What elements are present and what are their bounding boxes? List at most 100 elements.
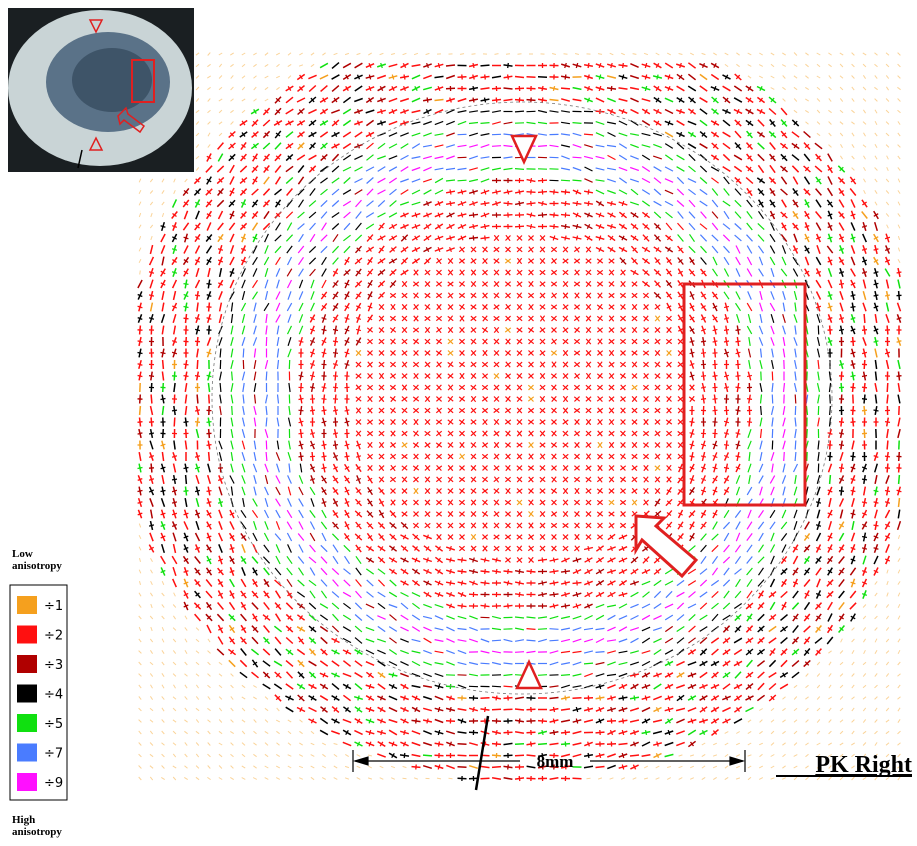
vector xyxy=(194,245,201,254)
vector xyxy=(598,85,602,92)
vector xyxy=(631,499,638,506)
vector xyxy=(368,97,372,103)
vector xyxy=(643,418,649,426)
vector xyxy=(379,546,384,551)
vector xyxy=(598,546,602,551)
vector xyxy=(850,328,856,332)
vector xyxy=(332,409,339,412)
vector xyxy=(264,63,269,68)
vector xyxy=(391,74,395,80)
vector xyxy=(782,382,786,393)
vector xyxy=(424,522,431,529)
vector xyxy=(528,384,534,391)
vector xyxy=(747,509,752,519)
vector xyxy=(414,580,418,586)
vector xyxy=(873,569,879,574)
vector xyxy=(308,245,317,254)
vector xyxy=(194,546,201,551)
vector xyxy=(758,201,764,206)
vector xyxy=(572,132,582,137)
vector xyxy=(677,234,684,242)
vector xyxy=(735,329,741,331)
vector xyxy=(562,281,569,287)
vector xyxy=(781,199,787,208)
vector xyxy=(149,224,154,229)
vector xyxy=(286,245,293,254)
vector xyxy=(252,155,258,160)
vector xyxy=(241,279,246,289)
vector xyxy=(573,396,581,402)
vector xyxy=(678,477,683,482)
vector xyxy=(829,405,831,416)
vector xyxy=(839,509,844,519)
vector xyxy=(722,85,731,92)
vector xyxy=(723,351,730,355)
vector xyxy=(850,316,856,321)
vector xyxy=(423,189,432,195)
vector xyxy=(183,604,189,608)
vector xyxy=(572,166,582,172)
vector xyxy=(689,432,695,435)
vector xyxy=(551,373,557,379)
vector xyxy=(366,188,374,196)
vector xyxy=(641,189,651,195)
vector xyxy=(541,591,544,598)
vector xyxy=(551,396,557,402)
vector xyxy=(747,291,752,300)
vector xyxy=(378,396,385,402)
vector xyxy=(689,478,695,481)
vector xyxy=(676,176,685,185)
vector xyxy=(230,313,234,324)
vector xyxy=(804,236,810,240)
vector xyxy=(252,132,258,137)
vector xyxy=(897,417,901,427)
vector xyxy=(838,363,845,366)
vector xyxy=(424,453,431,460)
vector xyxy=(816,348,821,358)
vector xyxy=(873,221,879,232)
vector xyxy=(459,326,465,334)
vector xyxy=(195,474,200,485)
vector xyxy=(459,53,465,55)
vector xyxy=(402,108,407,115)
vector xyxy=(275,222,281,231)
vector xyxy=(457,110,467,113)
vector xyxy=(149,592,154,597)
vector xyxy=(367,316,373,321)
vector xyxy=(183,317,189,320)
vector xyxy=(378,476,385,483)
vector xyxy=(874,509,878,519)
vector xyxy=(206,213,212,217)
vector xyxy=(207,86,211,91)
vector xyxy=(241,440,246,450)
vector xyxy=(332,328,339,332)
vector xyxy=(367,465,373,471)
vector xyxy=(445,167,456,171)
vector xyxy=(390,523,396,528)
vector xyxy=(804,143,810,149)
vector xyxy=(676,579,685,587)
vector xyxy=(459,292,465,299)
vector xyxy=(505,246,511,253)
vector xyxy=(217,558,224,562)
vector xyxy=(344,282,350,286)
vector xyxy=(838,271,845,274)
vector xyxy=(240,236,247,240)
vector xyxy=(664,131,674,138)
vector xyxy=(896,340,902,343)
vector xyxy=(354,177,363,184)
vector xyxy=(217,501,224,504)
vector xyxy=(388,120,398,126)
vector xyxy=(642,350,650,356)
vector xyxy=(251,509,259,519)
vector xyxy=(275,544,281,553)
vector xyxy=(400,154,409,161)
vector xyxy=(781,544,787,553)
vector xyxy=(700,245,707,254)
vector xyxy=(585,453,592,460)
vector xyxy=(449,246,452,253)
vector xyxy=(263,210,270,220)
vector xyxy=(851,63,855,68)
vector xyxy=(207,463,211,473)
vector xyxy=(241,567,246,576)
